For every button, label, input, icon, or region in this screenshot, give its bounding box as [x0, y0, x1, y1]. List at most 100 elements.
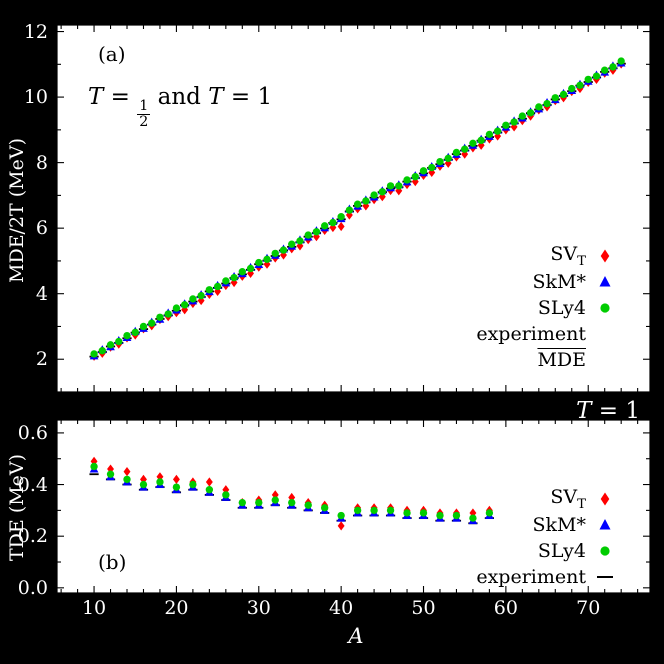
circle-marker: [370, 506, 378, 515]
circle-marker: [246, 264, 255, 273]
circle-marker: [123, 475, 131, 484]
circle-marker: [189, 295, 197, 303]
legend-item-label: SkM*: [532, 514, 586, 536]
circle-marker: [386, 182, 395, 190]
circle-marker: [222, 491, 230, 499]
circle-marker: [518, 112, 527, 120]
circle-marker: [156, 313, 164, 321]
legend-item-marker: [592, 246, 618, 266]
diamond-marker: [469, 508, 477, 518]
circle-marker: [271, 496, 279, 504]
y-tick-label: 0.2: [17, 525, 48, 548]
triangle-legend-icon: [599, 519, 611, 530]
legend-item-marker: [592, 272, 618, 292]
hline-marker: [89, 473, 99, 476]
circle-marker: [90, 462, 98, 471]
circle-marker: [197, 291, 205, 300]
title-a-one: 1: [257, 84, 273, 110]
circle-marker: [255, 498, 263, 507]
circle-marker: [362, 197, 370, 205]
circle-marker: [411, 173, 419, 181]
circle-marker: [485, 509, 494, 517]
title-a-T2: T: [208, 84, 224, 110]
y-tick-label: 10: [23, 86, 48, 109]
legend-item-label: experiment: [476, 566, 586, 588]
x-tick-label: 40: [329, 597, 354, 619]
circle-marker: [452, 148, 461, 157]
circle-marker: [90, 350, 98, 358]
y-tick-label: 8: [35, 151, 48, 174]
circle-marker: [205, 486, 214, 494]
circle-marker: [485, 130, 494, 139]
diamond-marker: [337, 521, 345, 531]
circle-marker: [370, 191, 378, 199]
legend-item: SVT: [468, 243, 618, 269]
diamond-marker: [337, 221, 345, 232]
legend-item: SkM*: [468, 512, 618, 538]
diamond-legend-icon: [600, 249, 610, 263]
circle-marker: [123, 331, 131, 340]
series-SLy4: [90, 57, 625, 358]
circle-marker: [353, 200, 362, 208]
circle-marker: [526, 109, 535, 117]
circle-marker: [304, 501, 312, 509]
circle-marker: [156, 478, 164, 486]
circle-marker: [559, 90, 568, 99]
circle-marker: [222, 277, 230, 285]
legend-item-label: experiment: [476, 323, 586, 345]
circle-marker: [288, 498, 296, 507]
circle-marker: [164, 310, 172, 318]
circle-marker: [172, 483, 181, 491]
circle-marker: [337, 511, 345, 520]
circle-marker: [255, 258, 263, 267]
circle-marker: [106, 341, 115, 349]
circle-marker: [320, 222, 329, 230]
circle-marker: [461, 145, 469, 153]
title-a-and: and: [157, 84, 201, 110]
hline-legend-icon: [597, 576, 613, 578]
x-tick-label: 10: [81, 597, 107, 619]
circle-marker: [403, 176, 411, 184]
circle-marker: [584, 75, 592, 84]
diamond-marker: [123, 467, 131, 477]
circle-marker: [148, 319, 156, 327]
legend-item: MDE: [468, 347, 618, 373]
circle-marker: [568, 84, 576, 93]
circle-marker: [238, 268, 246, 276]
circle-marker: [419, 167, 428, 175]
x-tick-label: 20: [164, 597, 189, 619]
y-axis-label-panel-b: TDE (MeV): [6, 453, 28, 562]
circle-marker: [304, 231, 312, 239]
panel-b-tag: (b): [98, 550, 127, 574]
legend-item-marker: [592, 567, 618, 587]
circle-marker: [436, 157, 444, 166]
circle-legend-icon: [600, 546, 610, 556]
circle-marker: [592, 72, 601, 80]
x-tick-label: 50: [411, 597, 436, 619]
circle-marker: [205, 286, 214, 294]
circle-marker: [230, 273, 238, 282]
circle-marker: [535, 103, 543, 111]
circle-marker: [312, 228, 321, 236]
circle-marker: [551, 94, 559, 102]
y-tick-label: 0.0: [17, 576, 48, 599]
circle-marker: [502, 121, 510, 129]
circle-marker: [444, 154, 452, 163]
circle-marker: [477, 136, 485, 145]
circle-marker: [271, 249, 279, 258]
x-tick-label: 60: [493, 597, 518, 619]
circle-marker: [345, 206, 354, 214]
legend-item-marker: [592, 489, 618, 509]
circle-marker: [238, 498, 246, 507]
diamond-legend-icon: [600, 492, 610, 506]
legend-item: SLy4: [468, 295, 618, 321]
legend-item: SVT: [468, 486, 618, 512]
circle-marker: [386, 506, 395, 515]
circle-marker: [428, 163, 436, 172]
title-a-eq1: =: [110, 84, 130, 110]
circle-marker: [378, 188, 387, 196]
y-tick-label: 4: [35, 282, 48, 305]
y-tick-label: 0.4: [17, 473, 48, 496]
